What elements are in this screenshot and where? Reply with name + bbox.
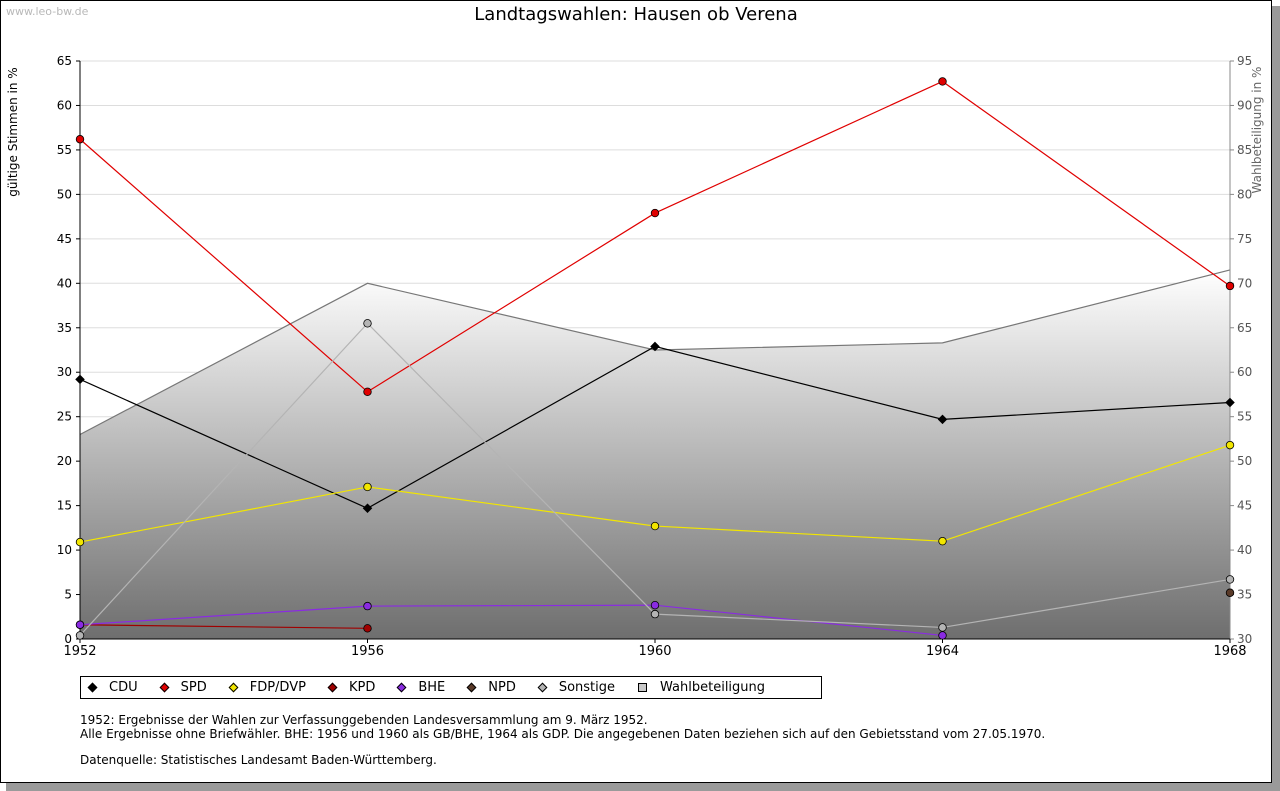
legend-item-bhe: BHE — [396, 680, 446, 695]
y2-tick-label-70: 70 — [1237, 276, 1252, 290]
legend-swatch-fdp-dvp — [228, 682, 239, 693]
series-markers — [75, 77, 1235, 640]
marker-sonstige-1952 — [75, 631, 85, 640]
y2-tick-label-40: 40 — [1237, 543, 1252, 557]
marker-cdu-1952 — [75, 374, 85, 385]
x-tick-label-1952: 1952 — [63, 644, 96, 659]
frame-shadow-right — [1272, 6, 1280, 791]
marker-bhe-1964 — [938, 631, 947, 640]
marker-fdp-dvp-1960 — [650, 521, 660, 531]
marker-cdu-1960 — [650, 341, 660, 352]
legend-item-wahlbeteiligung: Wahlbeteiligung — [638, 680, 765, 695]
series-line-kpd — [79, 624, 368, 629]
y-tick-label-35: 35 — [57, 321, 72, 335]
legend-swatch-wahlbeteiligung — [638, 683, 648, 692]
y-tick-label-40: 40 — [57, 276, 72, 290]
y-tick-label-25: 25 — [57, 410, 72, 424]
y-tick-label-65: 65 — [57, 54, 72, 68]
marker-kpd-1956 — [363, 624, 372, 633]
y2-tick-label-95: 95 — [1237, 54, 1252, 68]
frame-shadow-bottom — [6, 783, 1280, 791]
y2-tick-label-85: 85 — [1237, 143, 1252, 157]
y-tick-label-45: 45 — [57, 232, 72, 246]
data-source: Datenquelle: Statistisches Landesamt Bad… — [80, 753, 437, 767]
y-tick-label-60: 60 — [57, 98, 72, 112]
watermark: www.leo-bw.de — [6, 5, 89, 18]
turnout-area — [80, 269, 1230, 639]
legend-swatch-kpd — [327, 682, 338, 693]
y-tick-label-0: 0 — [64, 632, 72, 646]
y-tick-label-5: 5 — [64, 588, 72, 602]
y2-tick-label-45: 45 — [1237, 499, 1252, 513]
y2-tick-label-60: 60 — [1237, 365, 1252, 379]
marker-fdp-dvp-1968 — [1225, 440, 1235, 450]
y-tick-label-50: 50 — [57, 187, 72, 201]
y-tick-label-10: 10 — [57, 543, 72, 557]
marker-fdp-dvp-1964 — [938, 536, 947, 546]
legend-swatch-npd — [466, 682, 477, 693]
y2-tick-label-35: 35 — [1237, 588, 1252, 602]
y2-tick-label-75: 75 — [1237, 232, 1252, 246]
marker-spd-1960 — [650, 208, 660, 218]
y-axis-label: gültige Stimmen in % — [6, 67, 20, 196]
marker-fdp-dvp-1956 — [363, 482, 372, 492]
y2-tick-label-50: 50 — [1237, 454, 1252, 468]
turnout-area-layer — [79, 269, 1231, 639]
legend-label-bhe: BHE — [418, 680, 446, 695]
legend-label-fdp-dvp: FDP/DVP — [249, 680, 306, 695]
marker-spd-1952 — [75, 135, 85, 144]
legend-item-spd: SPD — [159, 680, 207, 695]
y-tick-label-15: 15 — [57, 499, 72, 513]
marker-sonstige-1964 — [938, 623, 947, 632]
y-tick-label-55: 55 — [57, 143, 72, 157]
x-tick-label-1956: 1956 — [351, 644, 384, 659]
chart-title: Landtagswahlen: Hausen ob Verena — [474, 4, 798, 25]
marker-sonstige-1960 — [650, 609, 660, 619]
legend-swatch-bhe — [396, 682, 407, 693]
marker-cdu-1968 — [1225, 397, 1235, 408]
legend-item-npd: NPD — [466, 680, 516, 695]
legend-label-spd: SPD — [180, 680, 207, 695]
marker-bhe-1956 — [363, 601, 372, 611]
legend-label-kpd: KPD — [348, 680, 376, 695]
x-tick-label-1964: 1964 — [926, 644, 959, 659]
legend-item-fdp-dvp: FDP/DVP — [228, 680, 306, 695]
legend-label-npd: NPD — [488, 680, 516, 695]
y2-tick-label-80: 80 — [1237, 187, 1252, 201]
legend-label-cdu: CDU — [109, 680, 138, 695]
marker-spd-1968 — [1225, 281, 1235, 291]
marker-spd-1956 — [363, 387, 372, 396]
x-tick-label-1960: 1960 — [638, 644, 671, 659]
legend-item-cdu: CDU — [87, 680, 138, 695]
legend-swatch-sonstige — [537, 682, 548, 693]
marker-cdu-1956 — [362, 503, 373, 514]
marker-fdp-dvp-1952 — [75, 537, 85, 547]
legend-label-wahlbeteiligung: Wahlbeteiligung — [660, 680, 766, 695]
y-tick-label-20: 20 — [57, 454, 72, 468]
y-tick-label-30: 30 — [57, 365, 72, 379]
marker-bhe-1960 — [650, 601, 660, 610]
legend: CDU SPD FDP/DVP KPD BHE NPD Sonstige Wahlbeteil… — [80, 676, 822, 699]
footnote-general: Alle Ergebnisse ohne Briefwähler. BHE: 1… — [80, 727, 1046, 741]
footnotes: 1952: Ergebnisse der Wahlen zur Verfassu… — [80, 713, 1045, 767]
y2-axis-label: Wahlbeteiligung in % — [1250, 67, 1264, 194]
y2-tick-label-55: 55 — [1237, 410, 1252, 424]
marker-bhe-1952 — [75, 620, 85, 629]
legend-swatch-cdu — [87, 682, 98, 693]
legend-item-sonstige: Sonstige — [537, 680, 616, 695]
marker-sonstige-1956 — [363, 319, 372, 328]
footnote-1952: 1952: Ergebnisse der Wahlen zur Verfassu… — [80, 713, 648, 727]
marker-npd-1968 — [1225, 588, 1235, 597]
legend-label-sonstige: Sonstige — [558, 680, 616, 695]
x-tick-label-1968: 1968 — [1213, 644, 1246, 659]
marker-spd-1964 — [938, 77, 947, 86]
y2-tick-label-65: 65 — [1237, 321, 1252, 335]
legend-item-kpd: KPD — [327, 680, 376, 695]
legend-swatch-spd — [159, 682, 170, 693]
marker-sonstige-1968 — [1225, 575, 1235, 584]
marker-cdu-1964 — [937, 414, 948, 425]
y2-tick-label-30: 30 — [1237, 632, 1252, 646]
y2-tick-label-90: 90 — [1237, 98, 1252, 112]
